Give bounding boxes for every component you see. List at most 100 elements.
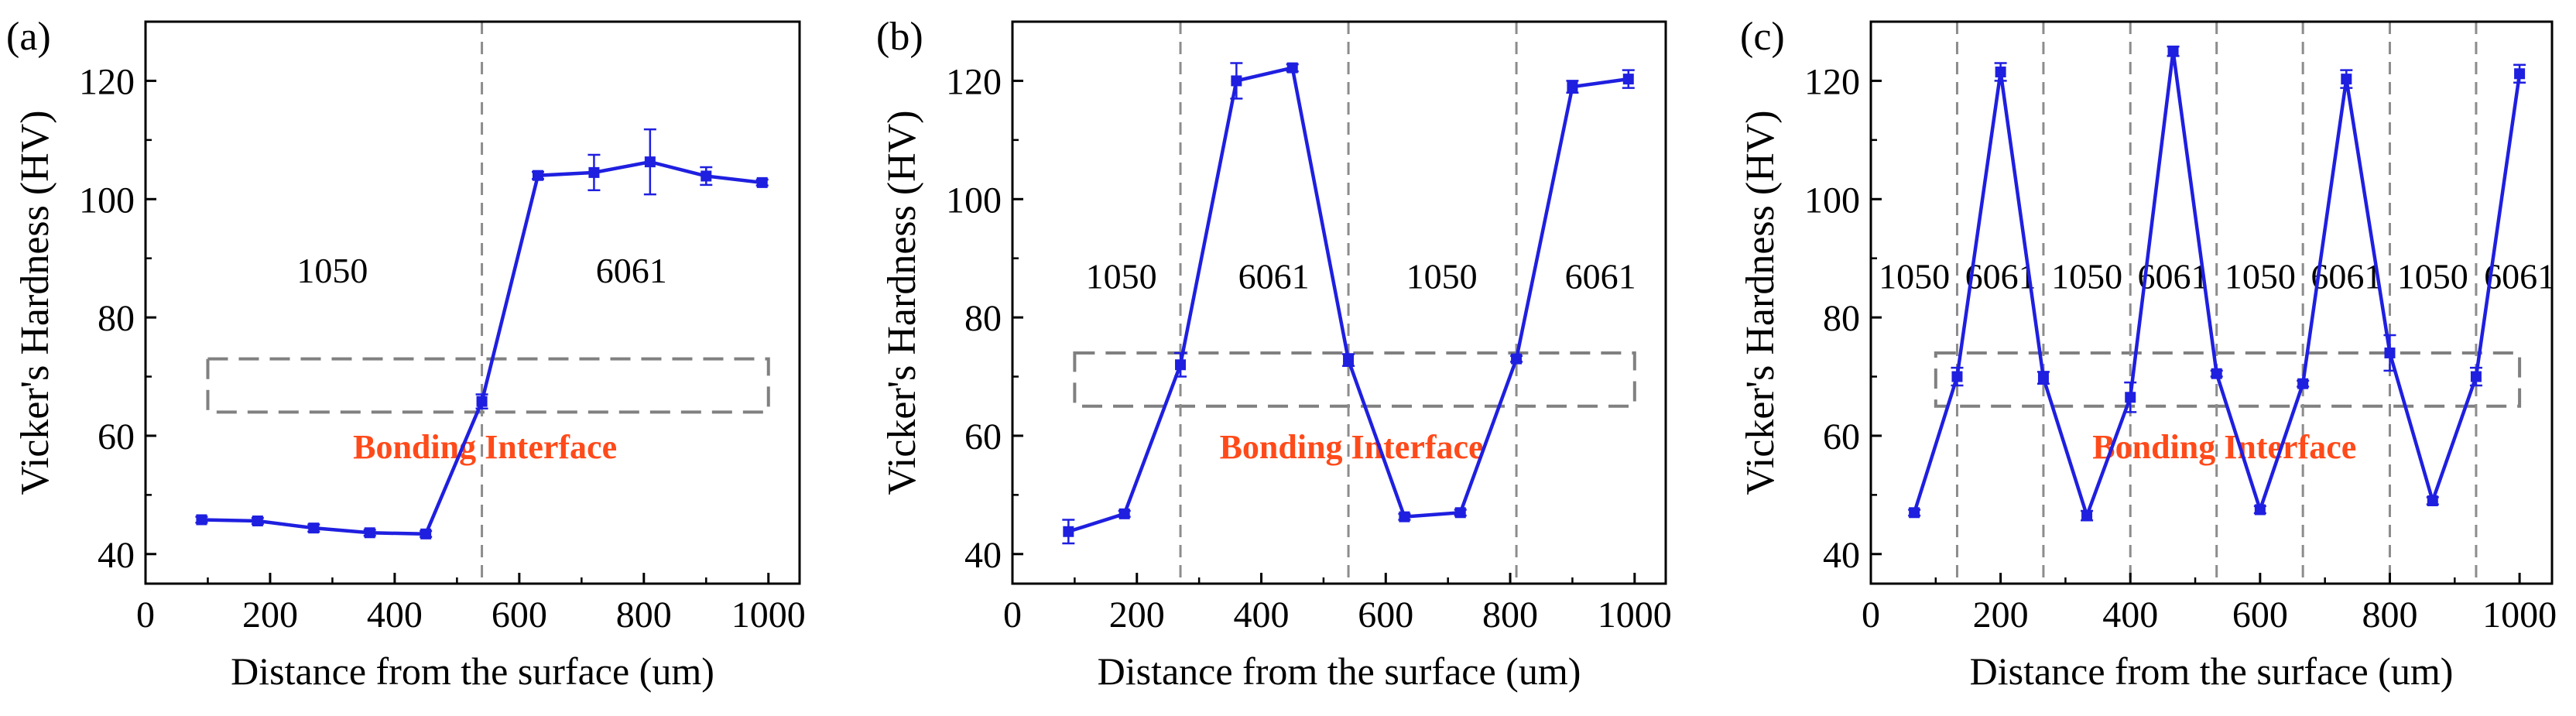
y-tick-label: 40 bbox=[964, 535, 1002, 576]
y-tick-label: 120 bbox=[1804, 61, 1860, 102]
x-tick-label: 200 bbox=[1973, 594, 2029, 635]
data-point bbox=[2211, 368, 2222, 379]
data-point bbox=[2341, 74, 2352, 85]
alloy-region-label: 1050 bbox=[1879, 257, 1950, 296]
data-point bbox=[1231, 75, 1242, 87]
y-tick-label: 60 bbox=[98, 416, 135, 457]
x-axis-title: Distance from the surface (um) bbox=[1970, 649, 2454, 693]
y-axis-title: Vicker's Hardness (HV) bbox=[13, 110, 57, 495]
x-tick-label: 0 bbox=[136, 594, 155, 635]
alloy-region-label: 1050 bbox=[2225, 257, 2296, 296]
bonding-interface-label: Bonding Interface bbox=[353, 428, 617, 466]
chart-panel-a: 1050 6061 Bonding Interface 0 200 400 600 800 10… bbox=[6, 15, 806, 693]
panel-label: (b) bbox=[876, 15, 923, 59]
data-point bbox=[2167, 46, 2179, 57]
y-tick-label: 80 bbox=[98, 298, 135, 339]
data-point bbox=[701, 170, 712, 182]
x-tick-label: 200 bbox=[242, 594, 298, 635]
data-point bbox=[756, 176, 768, 188]
data-point bbox=[1454, 507, 1466, 519]
data-point bbox=[1995, 66, 2006, 77]
alloy-region-label: 1050 bbox=[2397, 257, 2468, 296]
data-point bbox=[2470, 371, 2482, 382]
plot-frame bbox=[1869, 20, 2554, 585]
y-tick-label: 40 bbox=[1823, 535, 1860, 576]
data-point bbox=[1951, 371, 1963, 382]
data-point bbox=[588, 166, 600, 178]
data-point bbox=[1399, 511, 1410, 522]
data-point bbox=[1118, 508, 1130, 519]
data-point bbox=[1286, 62, 1298, 74]
data-point bbox=[2125, 392, 2136, 403]
alloy-region-label: 6061 bbox=[1965, 257, 2036, 296]
data-point bbox=[533, 170, 543, 181]
data-point bbox=[2514, 68, 2526, 80]
data-point bbox=[1567, 81, 1578, 93]
bonding-interface-box bbox=[206, 357, 770, 414]
bonding-interface-box bbox=[1073, 351, 1636, 408]
data-point bbox=[1175, 359, 1187, 371]
alloy-region-label: 1050 bbox=[1086, 257, 1157, 296]
y-tick-label: 100 bbox=[79, 180, 135, 221]
y-tick-label: 40 bbox=[98, 535, 135, 576]
y-axis-title: Vicker's Hardness (HV) bbox=[880, 110, 924, 495]
alloy-region-label: 6061 bbox=[1565, 257, 1636, 296]
x-tick-label: 400 bbox=[1234, 594, 1290, 635]
chart-panel-b: 1050 6061 1050 6061 Bonding Interface 0 200 400… bbox=[876, 15, 1672, 693]
data-point bbox=[1511, 353, 1523, 365]
alloy-region-label: 6061 bbox=[2484, 257, 2555, 296]
x-tick-label: 400 bbox=[367, 594, 423, 635]
x-tick-label: 800 bbox=[1482, 594, 1538, 635]
x-axis-title: Distance from the surface (um) bbox=[231, 649, 714, 693]
plot-frame bbox=[1011, 20, 1667, 585]
plot-frame bbox=[144, 20, 801, 585]
y-tick-label: 100 bbox=[946, 180, 1002, 221]
data-point bbox=[364, 527, 375, 539]
x-tick-label: 600 bbox=[2232, 594, 2288, 635]
y-tick-label: 120 bbox=[946, 61, 1002, 102]
data-point bbox=[196, 514, 207, 526]
x-tick-label: 1000 bbox=[2482, 594, 2557, 635]
data-point bbox=[2384, 347, 2396, 358]
alloy-region-label: 6061 bbox=[2138, 257, 2209, 296]
x-tick-label: 1000 bbox=[731, 594, 806, 635]
alloy-region-label: 6061 bbox=[2311, 257, 2382, 296]
x-tick-label: 600 bbox=[1358, 594, 1413, 635]
alloy-region-label: 6061 bbox=[596, 251, 667, 290]
data-point bbox=[2037, 372, 2049, 384]
x-axis-title: Distance from the surface (um) bbox=[1098, 649, 1581, 693]
x-tick-label: 600 bbox=[492, 594, 547, 635]
data-point bbox=[2081, 510, 2093, 522]
data-point bbox=[2297, 378, 2309, 389]
bonding-interface-box bbox=[1934, 351, 2522, 408]
data-point bbox=[644, 156, 656, 168]
data-point bbox=[2427, 495, 2438, 507]
y-tick-label: 80 bbox=[964, 298, 1002, 339]
panel-label: (c) bbox=[1740, 15, 1785, 59]
alloy-region-label: 1050 bbox=[2051, 257, 2122, 296]
data-point bbox=[1343, 355, 1355, 366]
x-tick-label: 1000 bbox=[1598, 594, 1672, 635]
alloy-region-label: 1050 bbox=[296, 251, 368, 290]
alloy-region-label: 6061 bbox=[1238, 257, 1310, 296]
data-point bbox=[2254, 504, 2266, 516]
bonding-interface-label: Bonding Interface bbox=[1220, 428, 1484, 466]
alloy-region-label: 1050 bbox=[1406, 257, 1478, 296]
y-tick-label: 60 bbox=[964, 416, 1002, 457]
data-point bbox=[476, 396, 488, 407]
y-tick-label: 100 bbox=[1804, 180, 1860, 221]
data-point bbox=[1622, 74, 1634, 85]
data-point bbox=[308, 522, 320, 534]
x-tick-label: 800 bbox=[2362, 594, 2417, 635]
y-axis-title: Vicker's Hardness (HV) bbox=[1738, 110, 1783, 495]
data-point bbox=[252, 515, 263, 526]
x-tick-label: 800 bbox=[616, 594, 672, 635]
y-tick-label: 60 bbox=[1823, 416, 1860, 457]
bonding-interface-label: Bonding Interface bbox=[2092, 428, 2356, 466]
y-tick-label: 80 bbox=[1823, 298, 1860, 339]
data-point bbox=[1909, 507, 1920, 519]
y-tick-label: 120 bbox=[79, 61, 135, 102]
x-tick-label: 0 bbox=[1862, 594, 1880, 635]
x-tick-label: 0 bbox=[1003, 594, 1022, 635]
